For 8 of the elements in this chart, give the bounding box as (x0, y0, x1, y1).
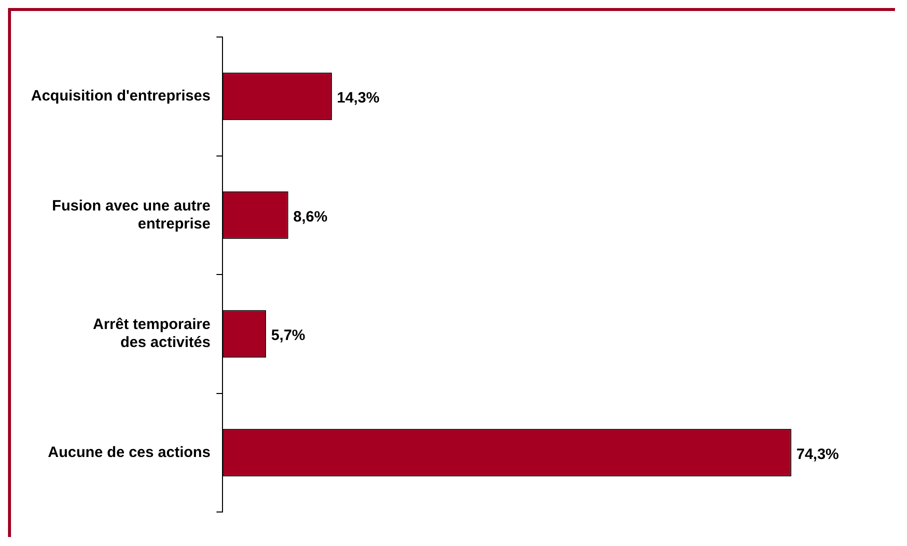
y-tick-label: Arrêt temporaire des activités (92, 316, 210, 352)
y-tick-label: Acquisition d'entreprises (31, 88, 210, 105)
data-label: 8,6% (293, 208, 328, 226)
data-label: 14,3% (336, 90, 380, 107)
data-label: 5,7% (271, 327, 306, 344)
y-tick-label: Aucune de ces actions (48, 444, 210, 461)
data-label: 74,3% (796, 446, 839, 463)
y-tick-label: Fusion avec une autre entreprise (52, 197, 210, 232)
